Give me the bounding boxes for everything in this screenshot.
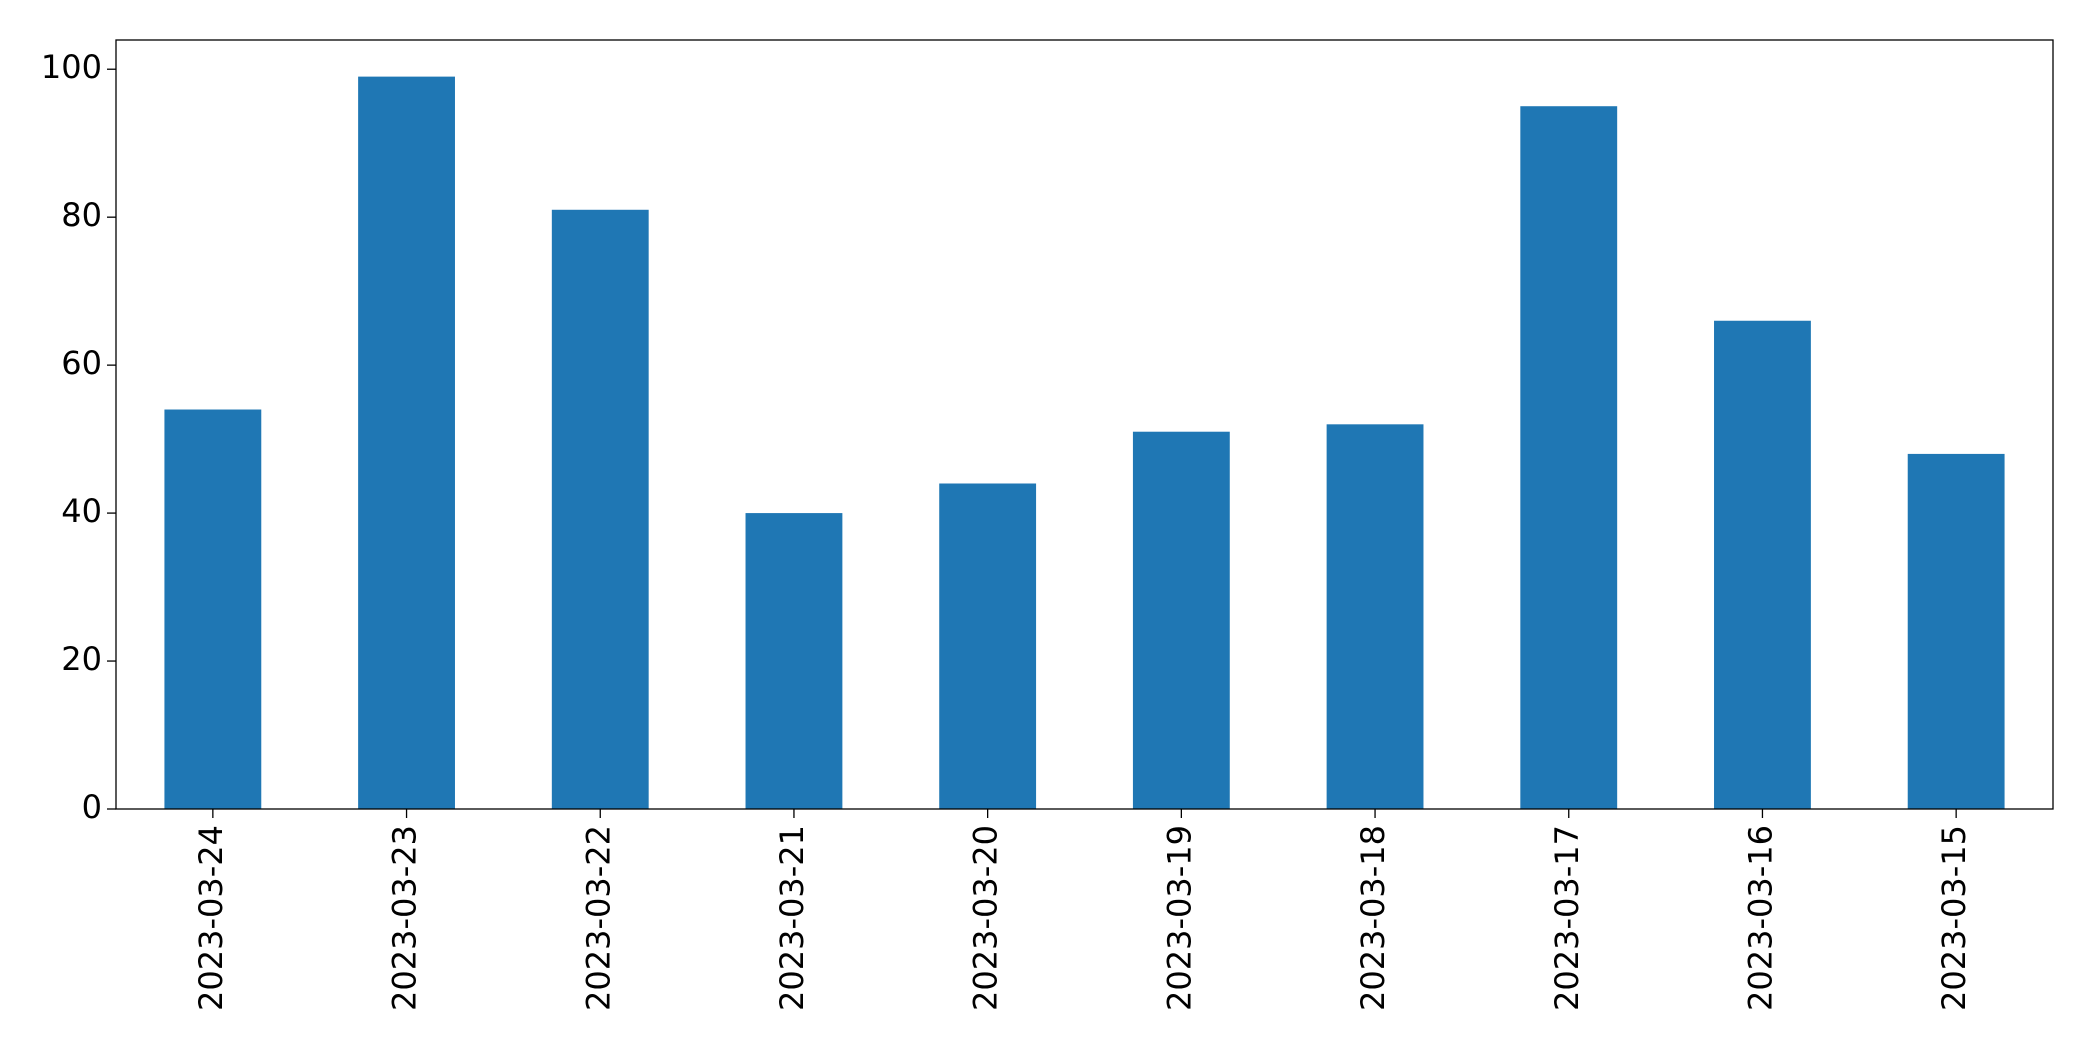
- y-tick-label: 60: [61, 344, 102, 382]
- plot-frame: [115, 39, 2054, 810]
- bar: [1714, 320, 1811, 809]
- bar: [1132, 431, 1230, 809]
- bar: [939, 483, 1037, 809]
- x-tick-label: 2023-03-15: [1935, 825, 1973, 1011]
- x-tick-label: 2023-03-21: [773, 825, 811, 1011]
- x-tick-label: 2023-03-22: [579, 825, 617, 1011]
- x-tick-label: 2023-03-23: [386, 825, 424, 1011]
- x-tick-label: 2023-03-17: [1548, 825, 1586, 1011]
- y-tick-label: 40: [61, 492, 102, 530]
- y-tick-label: 80: [61, 196, 102, 234]
- bar: [745, 513, 843, 809]
- bar: [1326, 424, 1424, 809]
- bar: [164, 409, 262, 809]
- y-tick-label: 20: [61, 640, 102, 678]
- x-tick-label: 2023-03-24: [192, 825, 230, 1011]
- x-tick-label: 2023-03-16: [1741, 825, 1779, 1011]
- bar: [1520, 106, 1618, 809]
- x-tick-label: 2023-03-18: [1354, 825, 1392, 1011]
- y-tick-label: 0: [82, 788, 102, 826]
- bar: [551, 209, 649, 809]
- x-tick-label: 2023-03-19: [1160, 825, 1198, 1011]
- bar: [1907, 453, 2005, 809]
- x-tick-label: 2023-03-20: [967, 825, 1005, 1011]
- bar: [358, 76, 455, 810]
- y-tick-label: 100: [41, 48, 102, 86]
